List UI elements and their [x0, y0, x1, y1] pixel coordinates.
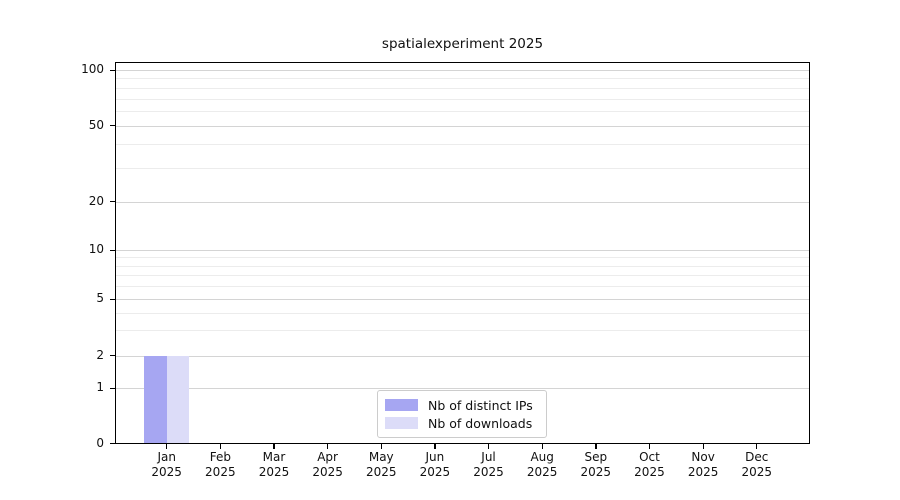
legend-entry: Nb of downloads [385, 414, 536, 432]
minor-gridline [116, 98, 809, 100]
chart-legend: Nb of distinct IPs Nb of downloads [377, 390, 547, 438]
x-tick-label: Aug 2025 [510, 450, 574, 480]
x-tick-month: Jun [425, 449, 445, 464]
x-tick-label: Oct 2025 [617, 450, 681, 480]
x-tick-year: 2025 [687, 464, 719, 479]
minor-gridline [116, 330, 809, 332]
minor-gridline [116, 286, 809, 288]
x-tick-mark [380, 444, 382, 450]
x-tick-label: Feb 2025 [188, 450, 252, 480]
y-tick-label: 0 [96, 435, 104, 450]
major-gridline [116, 388, 809, 390]
x-tick-label: Jul 2025 [457, 450, 521, 480]
x-tick-mark [541, 444, 543, 450]
x-tick-year: 2025 [365, 464, 397, 479]
major-gridline [116, 201, 809, 203]
x-tick-label: Jan 2025 [135, 450, 199, 480]
x-tick-mark [219, 444, 222, 450]
y-tick-label: 10 [88, 242, 104, 256]
x-tick-label: May 2025 [349, 450, 413, 480]
chart-title: spatialexperiment 2025 [381, 36, 544, 52]
x-tick-mark [702, 444, 704, 450]
x-tick-mark [434, 444, 436, 450]
plot-frame [115, 62, 810, 444]
minor-gridline [116, 265, 809, 267]
x-tick-year: 2025 [741, 464, 772, 479]
legend-label: Nb of downloads [428, 415, 533, 431]
y-tick-mark [109, 443, 115, 445]
y-tick-label: 5 [96, 291, 104, 305]
major-gridline [116, 250, 809, 251]
x-tick-year: 2025 [580, 464, 612, 479]
x-tick-label: Mar 2025 [242, 450, 306, 480]
x-tick-label: Sep 2025 [564, 450, 628, 480]
minor-gridline [116, 78, 809, 80]
y-tick-label: 1 [96, 380, 104, 395]
x-tick-mark [488, 444, 490, 450]
legend-swatch [385, 399, 418, 411]
x-tick-mark [756, 444, 758, 450]
x-tick-month: Apr [317, 449, 338, 464]
x-tick-year: 2025 [419, 464, 451, 479]
x-tick-month: Jan [157, 449, 176, 464]
x-tick-month: Feb [209, 449, 231, 464]
x-tick-mark [166, 444, 168, 450]
x-tick-mark [595, 444, 597, 450]
x-tick-label: Apr 2025 [296, 450, 360, 480]
minor-gridline [116, 275, 809, 277]
x-tick-month: May [368, 449, 394, 464]
x-tick-year: 2025 [151, 464, 182, 479]
x-tick-mark [648, 444, 651, 450]
minor-gridline [116, 257, 809, 259]
y-tick-mark [109, 387, 115, 389]
x-tick-year: 2025 [473, 464, 504, 479]
y-tick-mark [109, 249, 115, 251]
minor-gridline [116, 168, 809, 170]
x-tick-label: Dec 2025 [725, 450, 789, 480]
major-gridline [116, 70, 809, 71]
y-tick-mark [109, 298, 115, 300]
y-tick-label: 20 [88, 193, 104, 208]
legend-entry: Nb of distinct IPs [385, 396, 536, 414]
major-gridline [116, 299, 809, 300]
x-tick-label: Nov 2025 [671, 450, 735, 480]
x-tick-year: 2025 [258, 464, 290, 479]
y-tick-label: 50 [88, 117, 104, 132]
x-tick-year: 2025 [526, 464, 558, 479]
y-tick-mark [109, 355, 115, 357]
x-tick-month: Mar [262, 449, 286, 464]
minor-gridline [116, 144, 809, 146]
y-tick-mark [109, 125, 115, 127]
x-tick-label: Jun 2025 [403, 450, 467, 480]
x-tick-year: 2025 [205, 464, 236, 479]
x-tick-year: 2025 [634, 464, 665, 479]
x-tick-mark [273, 444, 275, 450]
legend-swatch [385, 417, 418, 429]
x-tick-month: Dec [745, 449, 769, 464]
x-tick-month: Aug [530, 449, 554, 464]
major-gridline [116, 125, 809, 127]
x-tick-month: Oct [639, 449, 660, 464]
y-tick-mark [109, 69, 115, 71]
legend-label: Nb of distinct IPs [428, 397, 533, 413]
x-tick-month: Jul [481, 449, 496, 464]
major-gridline [116, 355, 809, 357]
x-tick-year: 2025 [312, 464, 343, 479]
x-tick-month: Sep [584, 449, 608, 464]
y-tick-label: 2 [96, 347, 104, 362]
x-tick-mark [327, 444, 329, 450]
minor-gridline [116, 312, 809, 314]
minor-gridline [116, 87, 809, 89]
y-tick-mark [109, 201, 115, 203]
minor-gridline [116, 111, 809, 113]
x-tick-month: Nov [691, 449, 715, 464]
bar-downloads [166, 355, 190, 443]
y-tick-label: 100 [81, 62, 104, 76]
bar-distinct-ips [144, 355, 167, 443]
